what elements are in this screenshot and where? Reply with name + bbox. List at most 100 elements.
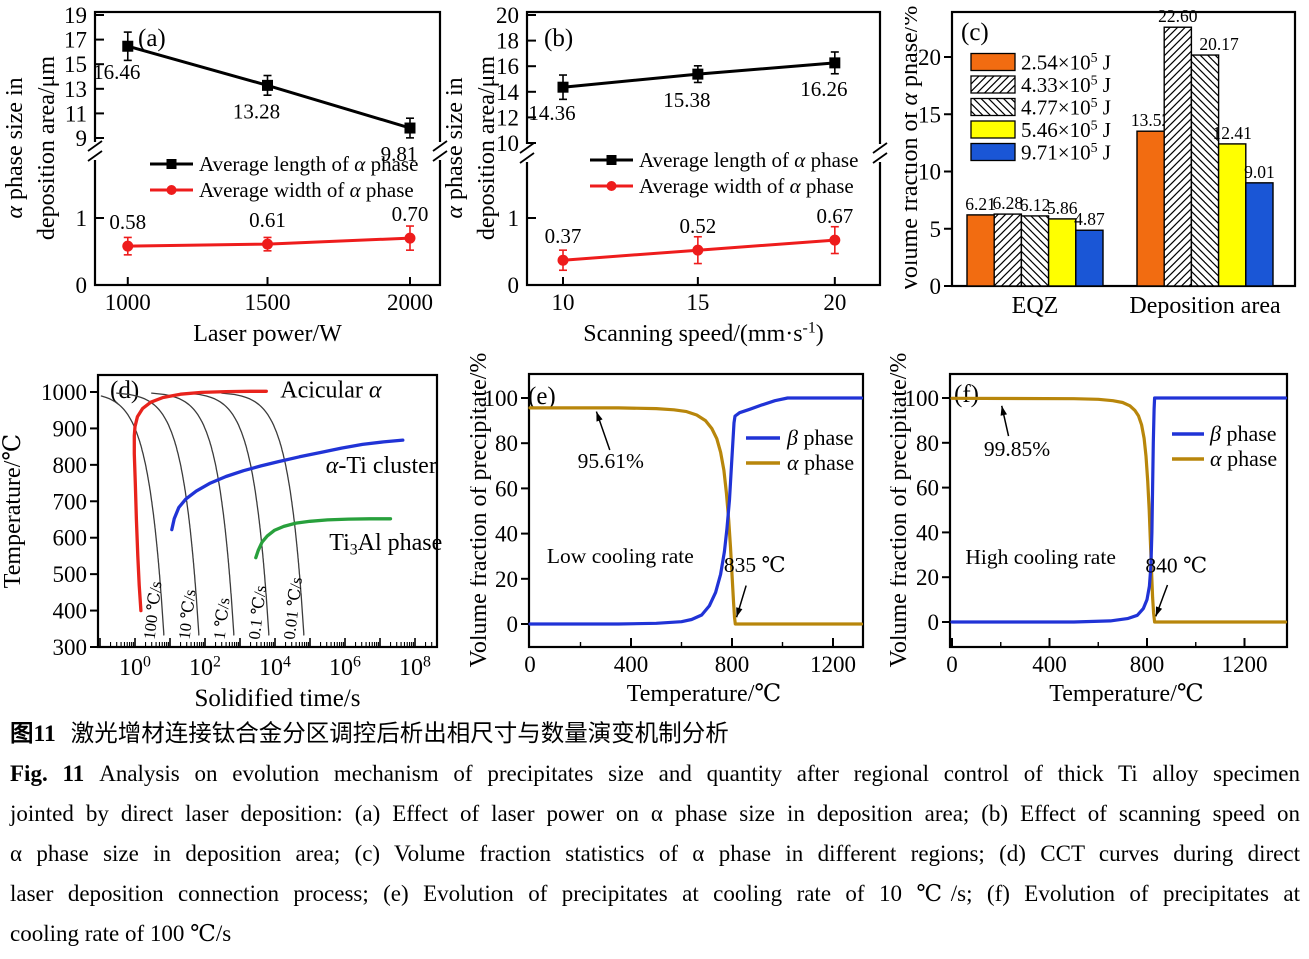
panel-f-high-cooling-rate-chart: 0 20 40 60 80 100 0 400 800 1200 Temperature/℃ Volu… xyxy=(890,353,1289,707)
bar xyxy=(1190,54,1220,287)
x-tick-label: 2000 xyxy=(387,290,433,315)
legend-label: 4.33×105 J xyxy=(1021,72,1111,97)
legend-label: Average length of α phase xyxy=(199,152,418,176)
value-label: 0.52 xyxy=(679,214,716,238)
y-tick-label: 600 xyxy=(53,526,88,551)
square-marker xyxy=(829,57,841,69)
y-tick-label: 17 xyxy=(64,28,87,53)
caption-en-text-1: Analysis on evolution mechanism of preci… xyxy=(99,761,1300,786)
x-axis-label: Temperature/℃ xyxy=(627,681,781,707)
y-tick-label: 11 xyxy=(65,101,87,126)
arrow-head xyxy=(1155,606,1163,617)
beta-phase-curve xyxy=(950,396,1288,624)
axis-break-mark xyxy=(87,140,103,152)
cooling-curve xyxy=(186,392,270,636)
y-tick-label: 5 xyxy=(930,217,942,242)
value-label: 14.36 xyxy=(528,101,575,125)
panel-e-low-cooling-rate-chart: 0 20 40 60 80 100 0 400 800 1200 Temperature/℃ Volu… xyxy=(470,353,865,707)
bar xyxy=(993,213,1023,287)
value-label: 0.61 xyxy=(249,208,286,232)
y-tick-label: 19 xyxy=(64,3,87,28)
plateau-annotation: 99.85% xyxy=(984,437,1050,461)
y-axis-label: α phase size in xyxy=(2,77,28,218)
panel-label: (f) xyxy=(954,381,979,408)
caption-line-en-2: jointed by direct laser deposition: (a) … xyxy=(10,801,1300,826)
value-label: 0.58 xyxy=(109,210,146,234)
x-tick-label: 15 xyxy=(686,290,709,315)
bar-value-label: 22.60 xyxy=(1158,6,1198,26)
value-label: 13.28 xyxy=(233,99,280,123)
legend-label: α phase xyxy=(787,450,854,475)
square-marker xyxy=(262,79,273,91)
y-tick-label: 80 xyxy=(495,431,518,456)
legend-label: β phase xyxy=(1209,421,1277,446)
circle-marker xyxy=(404,232,416,244)
cooling-rate-label: 10 ℃/s xyxy=(175,588,200,640)
x-tick-label: 106 xyxy=(329,653,361,681)
x-axis-label: Scanning speed/(mm·s-1) xyxy=(583,319,823,347)
y-tick-label: 20 xyxy=(916,565,939,590)
square-marker xyxy=(166,159,177,169)
x-tick-label: 0 xyxy=(524,652,536,677)
caption-zh-text: 激光增材连接钛合金分区调控后析出相尺寸与数量演变机制分析 xyxy=(70,721,729,747)
circle-marker xyxy=(829,234,841,246)
axis-break-gap xyxy=(877,144,883,162)
y-axis-label: Volume fraction of precipitate/% xyxy=(470,353,492,668)
legend-label: Average width of α phase xyxy=(199,178,414,202)
bar xyxy=(966,214,995,287)
y-tick-label: 15 xyxy=(918,102,941,127)
x-tick-label: 1000 xyxy=(105,290,151,315)
transition-annotation: 840 ℃ xyxy=(1145,554,1207,578)
legend-label: 9.71×105 J xyxy=(1021,140,1111,165)
arrow-head xyxy=(1000,405,1007,416)
y-tick-label: 80 xyxy=(916,431,939,456)
y-axis-label: deposition area/μm xyxy=(474,56,500,240)
caption-line-en-4: laser deposition connection process; (e)… xyxy=(10,881,1300,906)
y-tick-label: 16 xyxy=(496,54,519,79)
x-tick-label: 1200 xyxy=(810,652,856,677)
y-tick-label: 1000 xyxy=(41,380,87,405)
curve-label: α-Ti cluster xyxy=(326,453,437,479)
bar-value-label: 4.87 xyxy=(1074,209,1105,229)
y-tick-label: 100 xyxy=(484,386,519,411)
bar xyxy=(1163,26,1193,287)
legend-swatch xyxy=(970,75,1016,94)
cooling-curve xyxy=(221,392,305,636)
y-tick-label: 20 xyxy=(496,3,519,28)
phase-curve xyxy=(254,517,393,560)
legend-label: β phase xyxy=(786,425,854,450)
axis-break-mark xyxy=(872,152,888,164)
value-label: 16.26 xyxy=(800,77,847,101)
y-axis-label: α phase size in xyxy=(442,77,468,218)
x-axis-label: Laser power/W xyxy=(193,321,342,347)
y-tick-label: 300 xyxy=(53,635,88,660)
x-tick-label: 102 xyxy=(189,653,221,681)
figure-caption: 图11 激光增材连接钛合金分区调控后析出相尺寸与数量演变机制分析 Fig. 11 A… xyxy=(10,714,1300,954)
bar-value-label: 12.41 xyxy=(1213,123,1252,143)
bar xyxy=(1047,218,1077,287)
bar-value-label: 6.12 xyxy=(1020,195,1051,215)
plot-border xyxy=(948,372,1289,649)
cooling-rate-label: 0.01 ℃/s xyxy=(280,576,306,640)
y-tick-label: 100 xyxy=(905,386,940,411)
arrow-head xyxy=(736,607,743,618)
y-axis-label: Temperature/℃ xyxy=(0,434,26,588)
value-label: 16.46 xyxy=(93,60,140,84)
legend-label: 4.77×105 J xyxy=(1021,95,1111,120)
legend-label: 2.54×105 J xyxy=(1021,50,1111,75)
y-tick-label: 0 xyxy=(508,273,520,298)
bar-value-label: 13.52 xyxy=(1131,110,1170,130)
cooling-note: High cooling rate xyxy=(965,545,1115,569)
y-tick-label: 0 xyxy=(928,610,940,635)
legend-label: α phase xyxy=(1210,446,1277,471)
square-marker xyxy=(557,81,569,93)
caption-line-zh: 图11 激光增材连接钛合金分区调控后析出相尺寸与数量演变机制分析 xyxy=(10,714,1300,754)
axis-break-gap xyxy=(437,142,443,160)
y-tick-label: 0 xyxy=(507,612,519,637)
transition-annotation: 835 ℃ xyxy=(724,553,786,577)
y-axis-label: Volume fraction of α phase/% xyxy=(905,6,923,293)
bar xyxy=(1020,215,1050,287)
cooling-rate-label: 100 ℃/s xyxy=(140,580,166,640)
legend-swatch xyxy=(970,52,1016,72)
